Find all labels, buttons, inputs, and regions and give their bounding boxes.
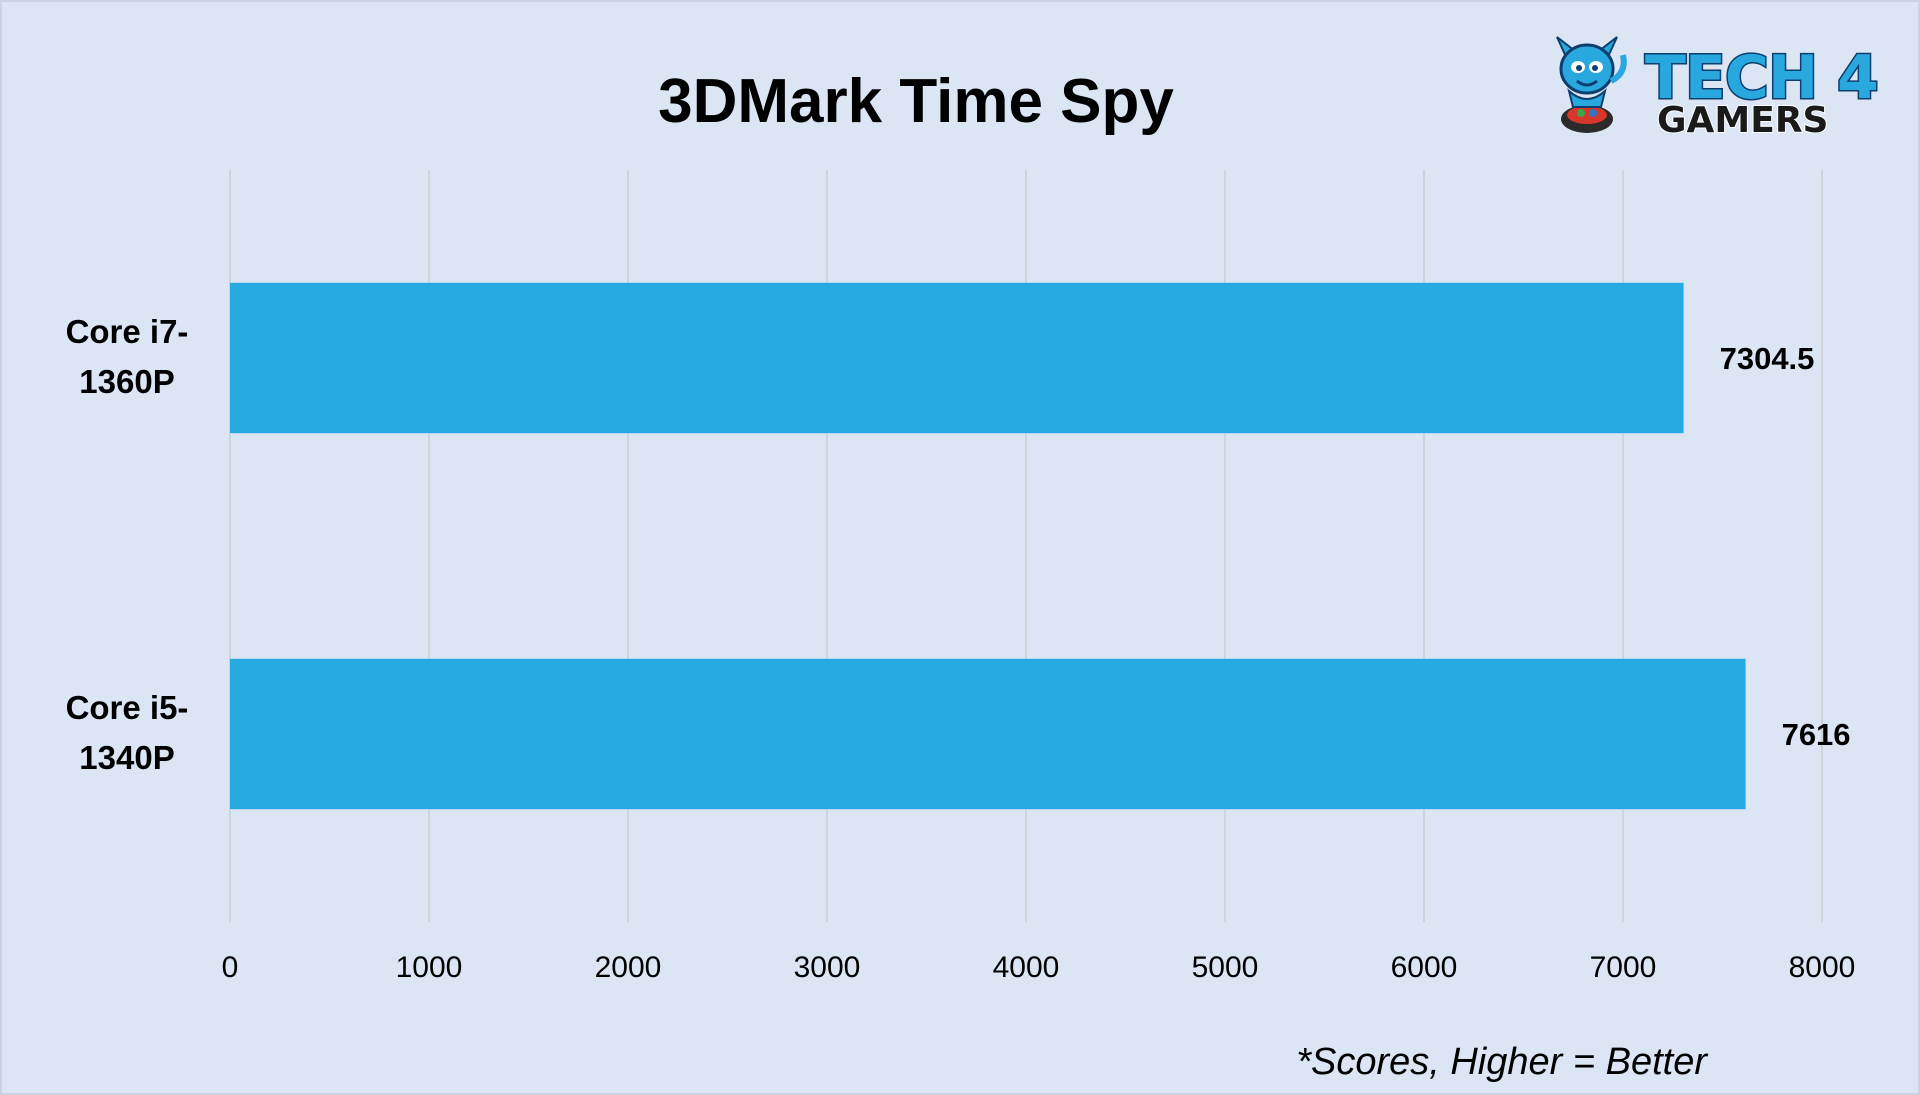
- mascot-icon: [1556, 36, 1627, 133]
- bar: [230, 658, 1746, 810]
- x-tick-label: 8000: [1789, 951, 1856, 984]
- data-label: 7304.5: [1720, 341, 1815, 376]
- chart-title: 3DMark Time Spy: [658, 67, 1174, 136]
- data-label: 7616: [1782, 717, 1851, 752]
- x-tick-label: 5000: [1192, 951, 1259, 984]
- x-tick-label: 4000: [993, 951, 1060, 984]
- x-tick-label: 0: [222, 951, 239, 984]
- brand-logo: TECH 4 GAMERS: [1556, 36, 1880, 142]
- x-tick-labels: 0 1000 2000 3000 4000 5000 6000 7000 8000: [222, 951, 1856, 984]
- x-tick-label: 3000: [794, 951, 861, 984]
- data-labels: 7304.5 7616: [1720, 341, 1851, 752]
- logo-text-bottom: GAMERS: [1657, 100, 1828, 141]
- logo-text-top: TECH 4: [1645, 43, 1878, 113]
- bars: [230, 282, 1746, 810]
- x-tick-label: 2000: [595, 951, 662, 984]
- x-tick-label: 6000: [1391, 951, 1458, 984]
- category-label: Core i7-1360P: [66, 313, 189, 400]
- x-tick-label: 1000: [396, 951, 463, 984]
- x-tick-label: 7000: [1590, 951, 1657, 984]
- category-labels: Core i7-1360P Core i5-1340P: [66, 313, 189, 776]
- category-label: Core i5-1340P: [66, 689, 189, 776]
- chart-note: *Scores, Higher = Better: [1296, 1041, 1708, 1083]
- bar: [230, 282, 1684, 434]
